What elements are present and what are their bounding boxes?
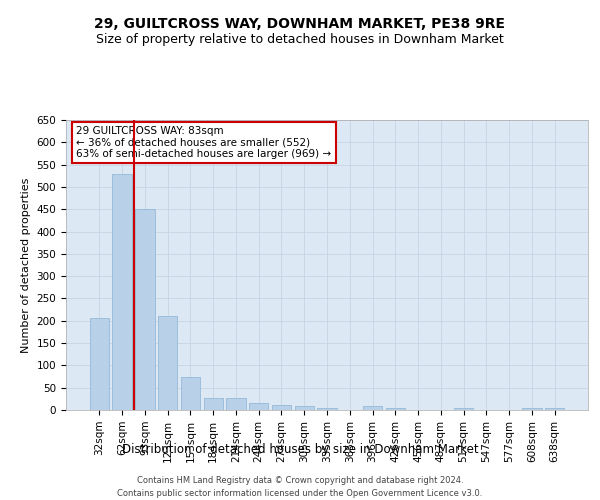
Bar: [90, 318, 109, 410]
Text: Contains public sector information licensed under the Open Government Licence v3: Contains public sector information licen…: [118, 489, 482, 498]
Text: Distribution of detached houses by size in Downham Market: Distribution of detached houses by size …: [122, 442, 478, 456]
Bar: [522, 408, 542, 410]
Text: Contains HM Land Registry data © Crown copyright and database right 2024.: Contains HM Land Registry data © Crown c…: [137, 476, 463, 485]
Bar: [545, 408, 564, 410]
Bar: [363, 406, 382, 410]
Bar: [112, 174, 132, 410]
Bar: [317, 408, 337, 410]
Text: 29 GUILTCROSS WAY: 83sqm
← 36% of detached houses are smaller (552)
63% of semi-: 29 GUILTCROSS WAY: 83sqm ← 36% of detach…: [76, 126, 332, 159]
Bar: [158, 316, 178, 410]
Bar: [135, 209, 155, 410]
Bar: [203, 398, 223, 410]
Bar: [295, 406, 314, 410]
Bar: [249, 404, 268, 410]
Bar: [454, 408, 473, 410]
Text: Size of property relative to detached houses in Downham Market: Size of property relative to detached ho…: [96, 32, 504, 46]
Bar: [226, 398, 245, 410]
Bar: [386, 408, 405, 410]
Bar: [181, 376, 200, 410]
Text: 29, GUILTCROSS WAY, DOWNHAM MARKET, PE38 9RE: 29, GUILTCROSS WAY, DOWNHAM MARKET, PE38…: [95, 18, 505, 32]
Bar: [272, 404, 291, 410]
Y-axis label: Number of detached properties: Number of detached properties: [21, 178, 31, 352]
